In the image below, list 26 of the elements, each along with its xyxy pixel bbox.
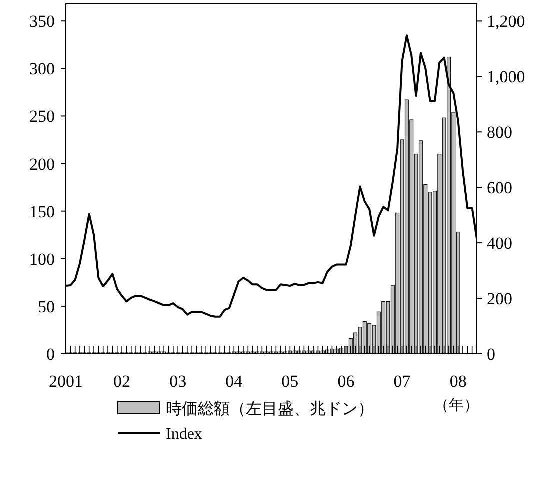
x-tick-label: 04 bbox=[226, 372, 244, 391]
y2-tick-label: 400 bbox=[487, 234, 512, 254]
y2-tick-label: 200 bbox=[487, 290, 512, 309]
x-tick-label: 02 bbox=[114, 372, 131, 391]
y2-tick-label: 600 bbox=[487, 178, 512, 198]
y2-tick-label: 1,000 bbox=[487, 68, 526, 87]
y-tick-label: 200 bbox=[30, 154, 55, 174]
x-tick-label: 08 bbox=[450, 372, 467, 391]
x-tick-label: 07 bbox=[394, 372, 412, 391]
y-tick-label: 350 bbox=[30, 12, 55, 32]
y2-tick-label: 0 bbox=[487, 345, 496, 364]
legend-label: Index bbox=[166, 426, 202, 443]
y-tick-label: 300 bbox=[30, 60, 55, 79]
x-tick-label: 2001 bbox=[49, 372, 83, 391]
y-tick-label: 50 bbox=[38, 297, 55, 316]
x-tick-label: 06 bbox=[338, 372, 355, 391]
y-tick-label: 0 bbox=[46, 345, 55, 364]
y-tick-label: 250 bbox=[30, 107, 55, 126]
x-tick-label: 05 bbox=[282, 372, 299, 391]
y2-tick-label: 800 bbox=[487, 123, 512, 142]
y-tick-label: 150 bbox=[30, 202, 55, 222]
legend-label: 時価総額（左目盛、兆ドン） bbox=[166, 400, 374, 418]
y-tick-label: 100 bbox=[30, 250, 55, 269]
x-axis-title: （年） bbox=[434, 397, 479, 414]
y2-tick-label: 1,200 bbox=[487, 12, 526, 32]
x-tick-label: 03 bbox=[170, 372, 187, 391]
